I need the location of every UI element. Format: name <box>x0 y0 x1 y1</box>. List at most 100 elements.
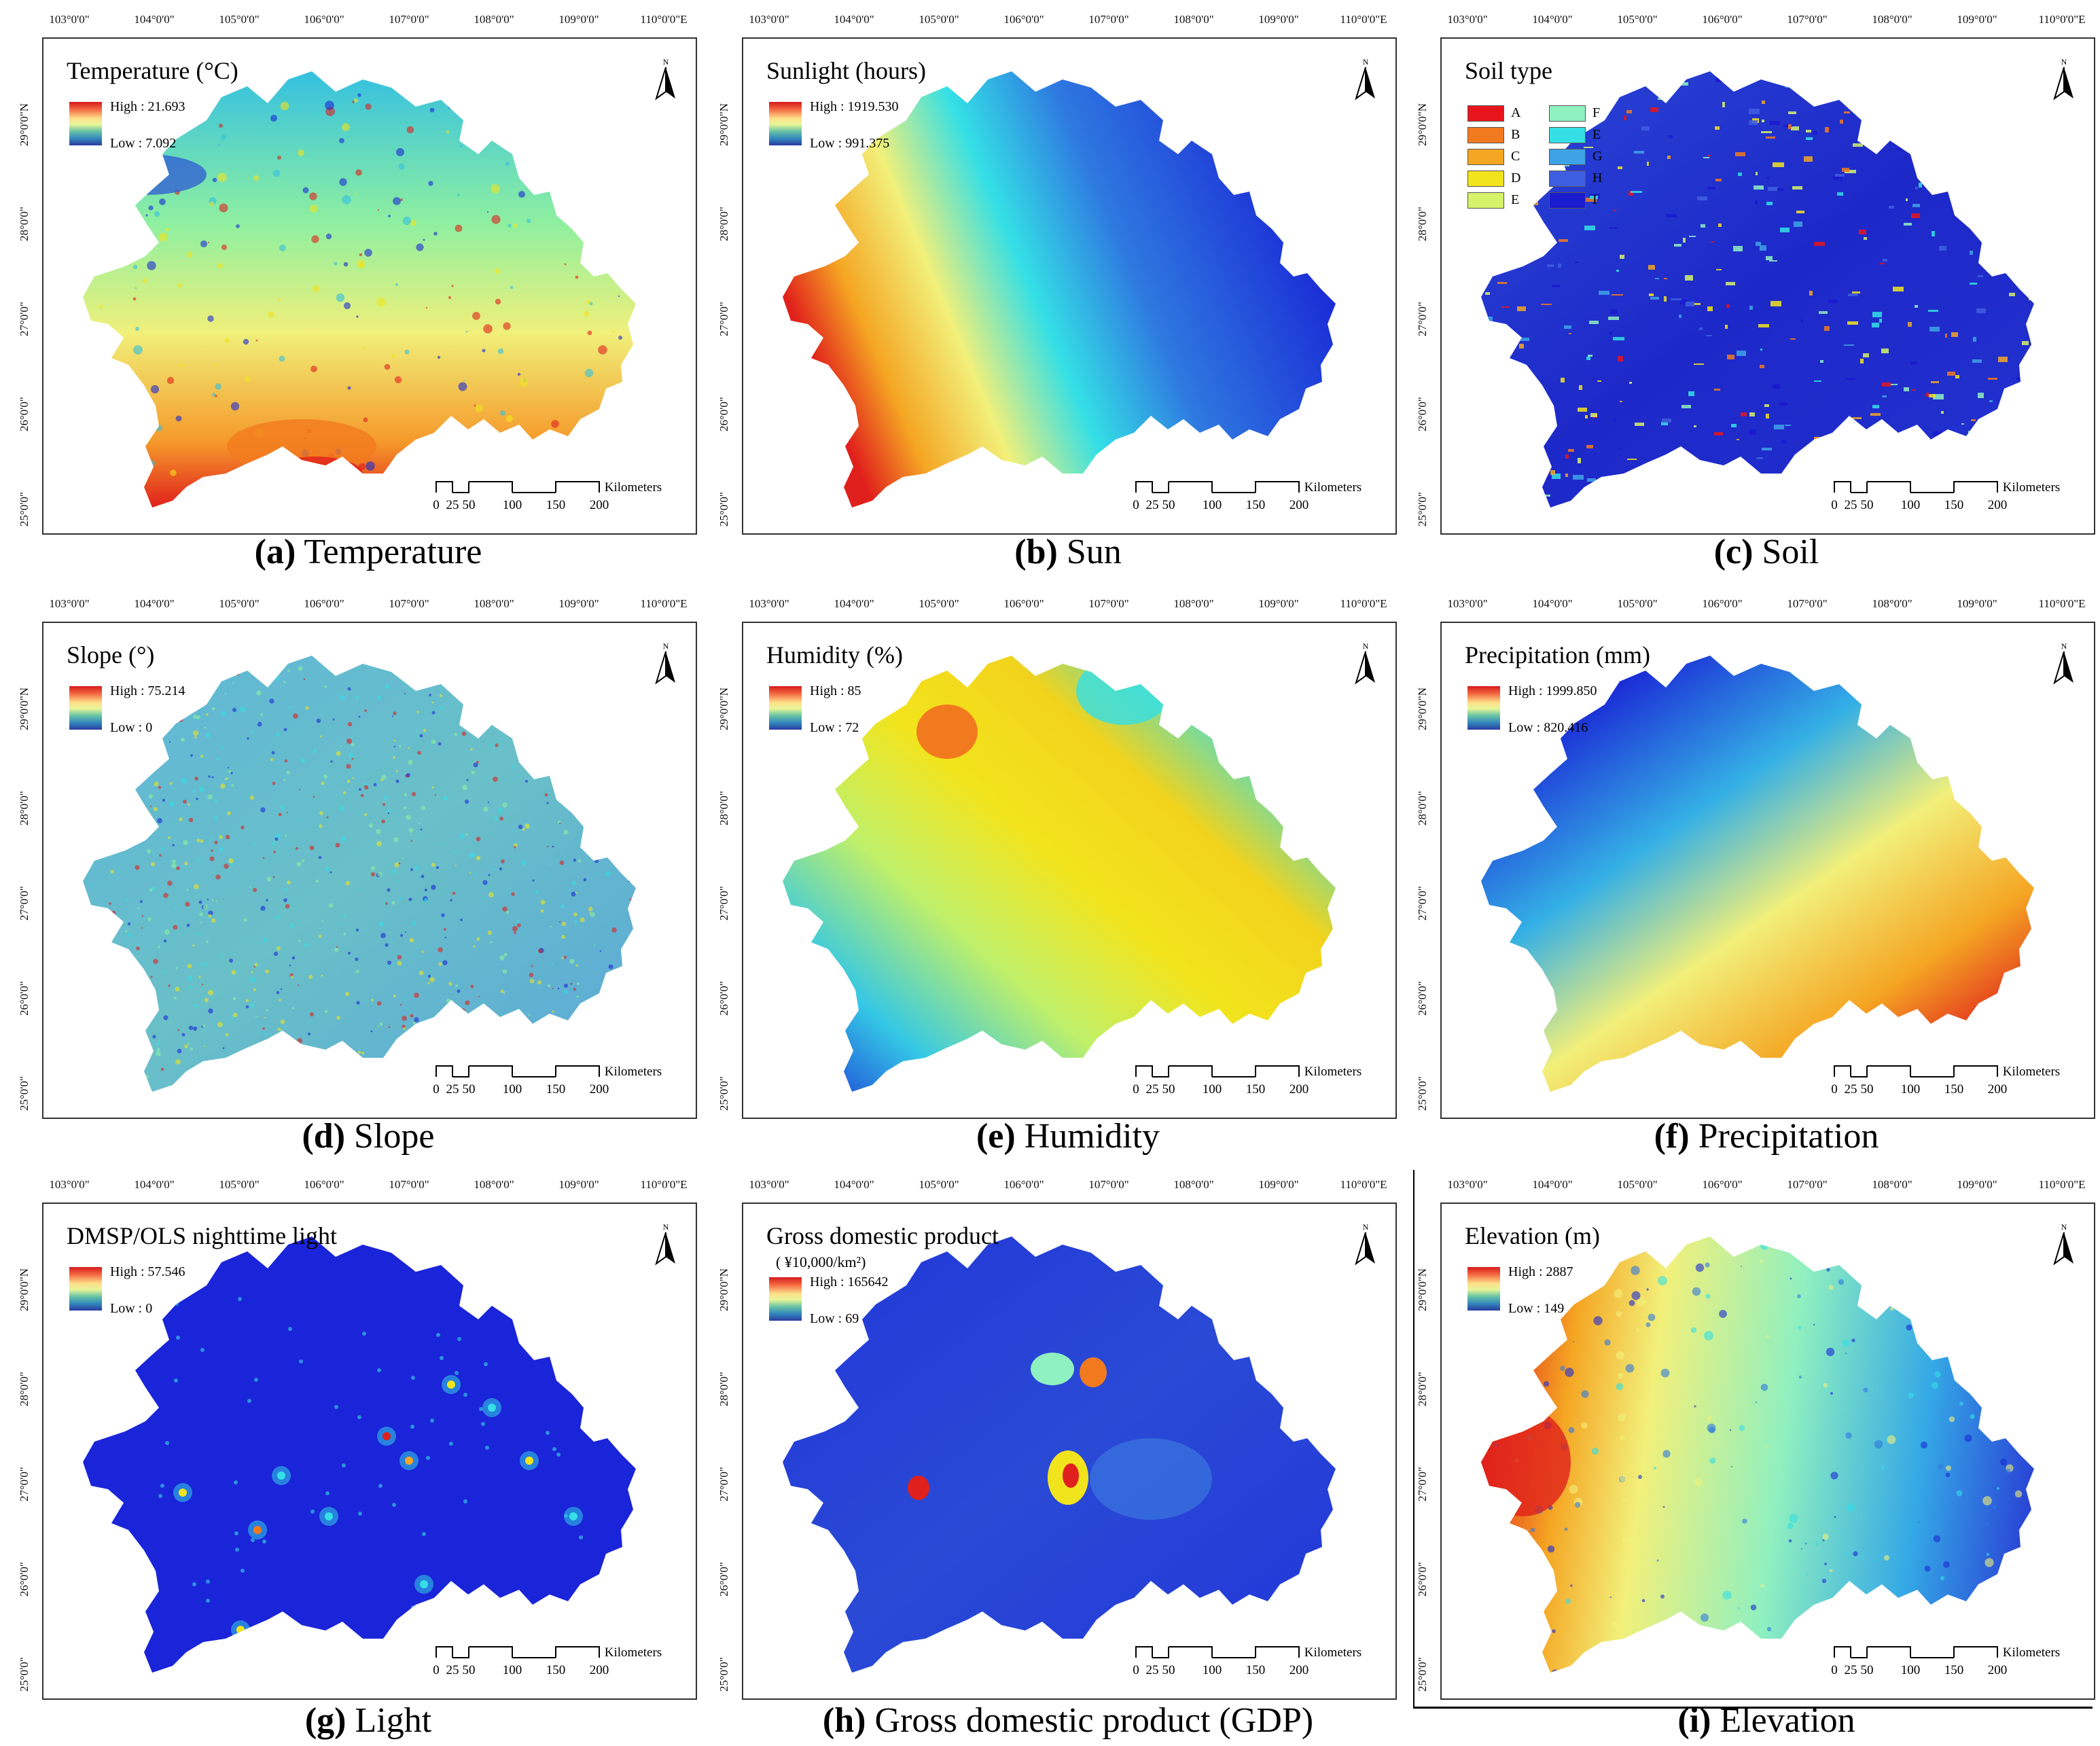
latitude-label: 26°0'0" <box>1416 397 1429 431</box>
scale-bar-graphic <box>1834 1065 1998 1077</box>
longitude-label: 108°0'0" <box>474 597 514 610</box>
longitude-label: 103°0'0" <box>49 13 90 26</box>
legend-high: High : 57.546 <box>110 1264 185 1279</box>
panel-caption: (d) Slope <box>302 1116 434 1156</box>
longitude-label: 107°0'0" <box>1088 13 1129 26</box>
scale-tick-label: 100 <box>1202 1663 1222 1677</box>
scale-tick-label: 0 <box>1831 1663 1838 1677</box>
longitude-label: 109°0'0" <box>1957 597 1997 610</box>
longitude-label: 105°0'0" <box>219 597 260 610</box>
legend-high: High : 2887 <box>1508 1264 1573 1279</box>
latitude-label: 27°0'0" <box>18 1467 31 1501</box>
map-title-text: Sunlight (hours) <box>766 57 927 84</box>
legend-color-ramp <box>69 102 102 145</box>
longitude-label: 105°0'0" <box>219 13 260 26</box>
latitude-label: 29°0'0"N <box>18 103 31 146</box>
legend-low: Low : 0 <box>110 1301 153 1316</box>
north-arrow-icon: N <box>655 1222 675 1266</box>
latitude-label: 28°0'0" <box>717 1372 730 1406</box>
map-subtitle: ( ¥10,000/km²) <box>776 1253 866 1270</box>
soil-legend-item: A <box>1467 105 1520 122</box>
longitude-labels: 103°0'0" 104°0'0" 105°0'0" 106°0'0" 107°0'0"… <box>1440 597 2093 618</box>
latitude-label: 27°0'0" <box>1416 1467 1429 1501</box>
scale-tick-label: 25 <box>446 1663 459 1677</box>
svg-text:N: N <box>2061 57 2067 67</box>
longitude-label: 105°0'0" <box>1617 597 1658 610</box>
caption-letter: (g) <box>304 1701 346 1740</box>
scale-bar: 0 25 50 100 150 200 Kilometers <box>1129 476 1381 517</box>
longitude-label: 104°0'0" <box>1532 597 1573 610</box>
legend-low: Low : 72 <box>810 720 859 735</box>
svg-text:N: N <box>2061 1222 2067 1232</box>
caption-text: Sun <box>1057 533 1122 571</box>
scale-tick-label: 150 <box>1245 1082 1266 1097</box>
scale-tick-label: 0 <box>1831 1082 1838 1097</box>
map-title-text: Temperature (°C) <box>67 57 238 84</box>
panel-caption: (e) Humidity <box>976 1116 1160 1156</box>
latitude-label: 27°0'0" <box>18 302 31 336</box>
soil-swatch <box>1549 192 1586 209</box>
legend-color-ramp <box>69 1267 102 1311</box>
scale-tick-label: 200 <box>1987 1082 2008 1097</box>
svg-text:N: N <box>663 1222 669 1232</box>
scale-bar-graphic <box>1834 481 1998 493</box>
north-arrow-icon: N <box>655 57 675 101</box>
legend-color-ramp <box>769 686 802 730</box>
longitude-label: 109°0'0" <box>1258 13 1299 26</box>
longitude-label: 110°0'0"E <box>2038 13 2086 26</box>
scale-unit: Kilometers <box>604 1065 662 1079</box>
scale-bar: 0 25 50 100 150 200 Kilometers <box>1828 476 2079 517</box>
scale-tick-label: 0 <box>1133 1082 1139 1097</box>
map-texture <box>908 1353 1212 1520</box>
scale-tick-label: 0 <box>433 1082 440 1097</box>
soil-swatch <box>1467 192 1504 209</box>
divider-line <box>1413 1707 2093 1709</box>
map-canvas <box>783 71 1336 507</box>
map-canvas <box>83 656 636 1092</box>
latitude-label: 26°0'0" <box>18 1562 31 1597</box>
longitude-labels: 103°0'0" 104°0'0" 105°0'0" 106°0'0" 107°0'0"… <box>742 1178 1394 1198</box>
scale-tick-label: 50 <box>462 498 476 512</box>
latitude-label: 29°0'0"N <box>1416 1268 1429 1311</box>
north-arrow-icon: N <box>2053 641 2074 685</box>
soil-legend-item: E <box>1467 192 1519 209</box>
scale-tick-label: 100 <box>502 498 522 512</box>
longitude-label: 108°0'0" <box>474 1178 514 1191</box>
longitude-labels: 103°0'0" 104°0'0" 105°0'0" 106°0'0" 107°0'0"… <box>42 13 694 33</box>
latitude-label: 25°0'0" <box>1416 1076 1429 1111</box>
scale-tick-label: 200 <box>589 1663 609 1677</box>
scale-tick-label: 200 <box>1289 1082 1309 1097</box>
scale-tick-label: 150 <box>1944 1663 1964 1677</box>
longitude-label: 106°0'0" <box>1702 1178 1743 1191</box>
province-shape <box>1481 1236 2034 1673</box>
latitude-label: 26°0'0" <box>717 1562 730 1597</box>
map-title: DMSP/OLS nighttime light <box>67 1222 337 1250</box>
soil-label: I <box>1592 192 1597 207</box>
longitude-label: 109°0'0" <box>1258 597 1299 610</box>
north-arrow-icon: N <box>2053 1222 2074 1266</box>
map-canvas <box>1481 71 2034 507</box>
scale-bar: 0 25 50 100 150 200 Kilometers <box>1828 1061 2079 1101</box>
legend-low: Low : 7.092 <box>110 136 177 151</box>
map-title: Gross domestic product <box>766 1222 999 1250</box>
longitude-labels: 103°0'0" 104°0'0" 105°0'0" 106°0'0" 107°0'0"… <box>1440 13 2093 33</box>
scale-tick-label: 200 <box>1289 498 1309 512</box>
latitude-label: 25°0'0" <box>717 492 730 527</box>
caption-text: Slope <box>345 1117 435 1156</box>
svg-text:N: N <box>2061 641 2067 651</box>
scale-tick-label: 200 <box>1987 1663 2008 1677</box>
longitude-label: 108°0'0" <box>1872 13 1912 26</box>
map-title: Slope (°) <box>67 641 154 669</box>
scale-bar-graphic <box>1834 1646 1998 1658</box>
caption-letter: (b) <box>1014 533 1058 571</box>
longitude-label: 109°0'0" <box>1258 1178 1299 1191</box>
north-arrow-icon: N <box>1355 1222 1375 1266</box>
scale-tick-label: 25 <box>446 498 459 512</box>
caption-text: Humidity <box>1015 1117 1160 1156</box>
legend-color-ramp <box>1467 686 1500 730</box>
panel-caption: (g) Light <box>305 1700 431 1741</box>
longitude-labels: 103°0'0" 104°0'0" 105°0'0" 106°0'0" 107°0'0"… <box>742 597 1394 618</box>
map-title-text: Slope (°) <box>67 641 155 669</box>
soil-legend-item: B <box>1467 127 1520 144</box>
legend-color-ramp <box>769 102 802 145</box>
